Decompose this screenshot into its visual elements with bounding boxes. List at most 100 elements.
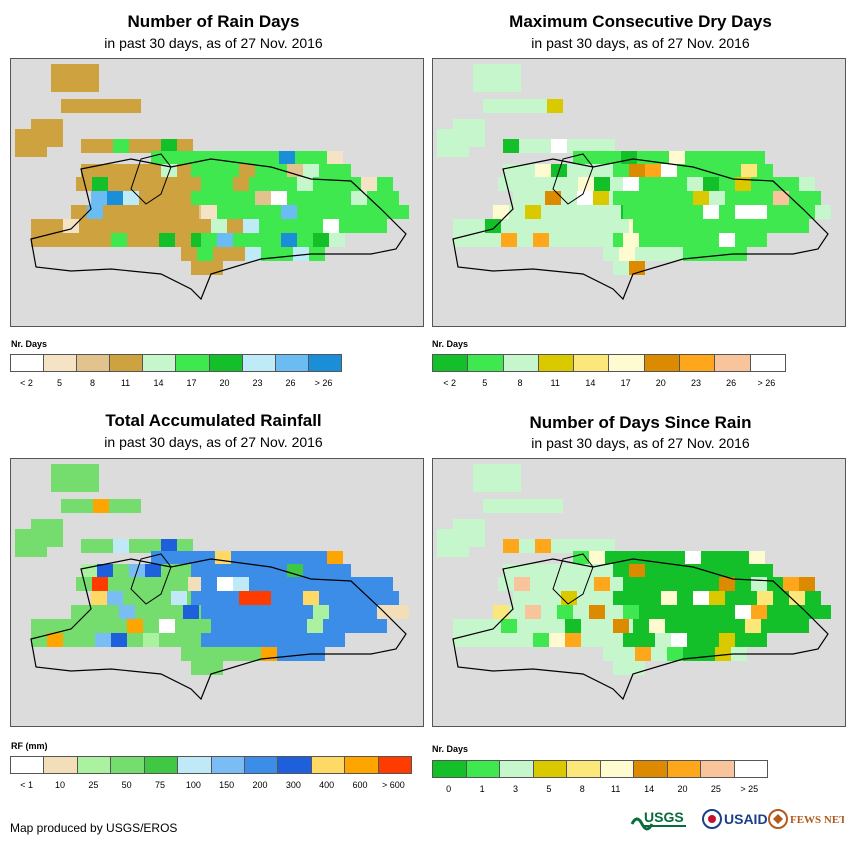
grid-cell: [517, 633, 533, 647]
grid-cell: [681, 219, 697, 233]
grid-cell: [47, 233, 63, 247]
grid-cell: [629, 564, 645, 578]
grid-cell: [145, 139, 161, 153]
grid-cell: [529, 191, 545, 205]
grid-cell: [103, 205, 119, 219]
grid-cell: [140, 577, 156, 591]
grid-cell: [231, 151, 247, 165]
grid-cell: [327, 551, 343, 565]
grid-cell: [581, 233, 597, 247]
grid-cell: [249, 633, 265, 647]
grid-cell: [145, 564, 161, 578]
grid-cell: [201, 633, 217, 647]
usaid-logo: USAID: [702, 809, 768, 829]
legend-tick-label: 8: [89, 378, 96, 388]
legend-swatch: [111, 757, 145, 773]
grid-cell: [233, 633, 249, 647]
grid-cell: [63, 633, 79, 647]
grid-cell: [531, 99, 547, 113]
grid-cell: [311, 551, 327, 565]
grid-cell: [619, 247, 635, 261]
panel-title: Total Accumulated Rainfall: [105, 411, 322, 430]
legend-tick-label: 150: [219, 780, 235, 790]
grid-cell: [519, 564, 535, 578]
grid-cell: [207, 591, 223, 605]
grid-cell: [279, 151, 295, 165]
grid-cell: [367, 591, 383, 605]
grid-cell: [47, 633, 63, 647]
grid-cell: [519, 164, 535, 178]
grid-cell: [613, 261, 629, 275]
grid-cell: [265, 233, 281, 247]
grid-cell: [671, 205, 687, 219]
grid-cell: [719, 177, 735, 191]
grid-cell: [621, 151, 637, 165]
grid-cell: [549, 233, 565, 247]
grid-cell: [61, 499, 77, 513]
grid-cell: [605, 205, 621, 219]
grid-cell: [669, 151, 685, 165]
grid-cell: [265, 177, 281, 191]
grid-cell: [677, 191, 693, 205]
grid-cell: [76, 577, 92, 591]
legend-swatch: [44, 355, 78, 371]
grid-cell: [293, 647, 309, 661]
grid-cell: [15, 529, 47, 557]
grid-cell: [703, 233, 719, 247]
grid-cell: [291, 219, 307, 233]
grid-cell: [667, 247, 683, 261]
panel-title: Number of Days Since Rain: [529, 413, 752, 432]
grid-cell: [567, 564, 583, 578]
grid-cell: [499, 499, 515, 513]
grid-cell: [501, 233, 517, 247]
grid-cell: [191, 164, 207, 178]
grid-cell: [649, 219, 665, 233]
grid-cell: [565, 233, 581, 247]
grid-cell: [95, 633, 111, 647]
legend-swatch: [211, 757, 245, 773]
grid-cell: [145, 539, 161, 553]
grid-cell: [533, 619, 549, 633]
grid-cell: [281, 177, 297, 191]
island-outline: [30, 158, 407, 301]
grid-cell: [745, 219, 761, 233]
grid-cell: [188, 577, 204, 591]
grid-cell: [577, 191, 593, 205]
grid-cell: [613, 591, 629, 605]
grid-cell: [687, 605, 703, 619]
grid-cell: [393, 205, 409, 219]
grid-cell: [573, 151, 589, 165]
grid-cell: [729, 619, 745, 633]
grid-cell: [637, 551, 653, 565]
grid-cell: [639, 233, 655, 247]
grid-cell: [623, 205, 639, 219]
grid-cell: [233, 233, 249, 247]
grid-cell: [223, 564, 239, 578]
grid-cell: [135, 205, 151, 219]
grid-cell: [67, 464, 99, 492]
usgs-logo: USGS: [630, 809, 686, 831]
grid-cell: [303, 564, 319, 578]
grid-cell: [92, 577, 108, 591]
legend-swatch: [734, 761, 767, 777]
grid-cell: [259, 219, 275, 233]
grid-cell: [685, 151, 701, 165]
grid-cell: [239, 564, 255, 578]
grid-cell: [687, 233, 703, 247]
grid-cell: [725, 164, 741, 178]
legend-swatch: [609, 355, 645, 371]
grid-cell: [329, 577, 345, 591]
grid-cell: [281, 577, 297, 591]
grid-cell: [213, 247, 229, 261]
grid-cell: [751, 177, 767, 191]
grid-cell: [485, 233, 501, 247]
grid-cell: [535, 139, 551, 153]
grid-cell: [597, 633, 613, 647]
grid-cell: [125, 99, 141, 113]
grid-cell: [319, 564, 335, 578]
grid-cell: [633, 619, 649, 633]
grid-cell: [113, 164, 129, 178]
grid-cell: [76, 177, 92, 191]
legend-tick-label: 75: [154, 780, 166, 790]
legend-tick-label: 26: [285, 378, 296, 388]
